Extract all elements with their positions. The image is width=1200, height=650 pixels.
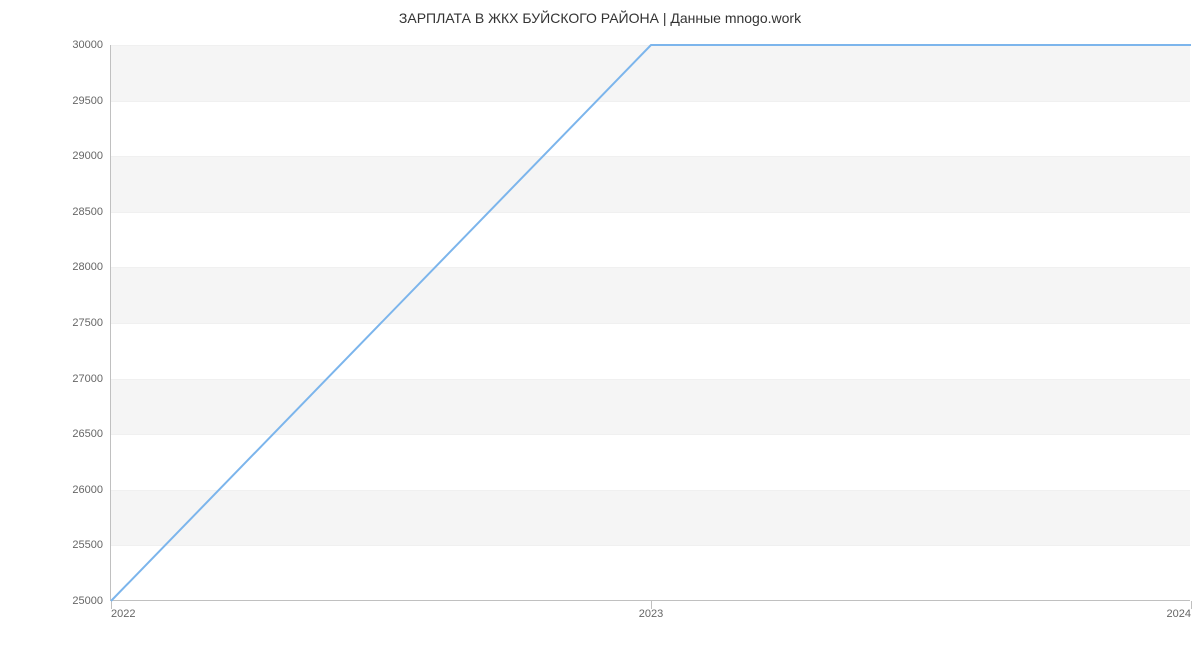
y-axis-label: 25000 — [72, 595, 103, 607]
y-axis-label: 29000 — [72, 150, 103, 162]
y-axis-label: 25500 — [72, 539, 103, 551]
x-axis-label: 2024 — [1167, 608, 1191, 620]
data-line — [111, 45, 1191, 601]
x-tick — [1191, 601, 1192, 609]
x-axis-label: 2023 — [639, 608, 663, 620]
y-axis-label: 27000 — [72, 373, 103, 385]
y-axis-label: 30000 — [72, 39, 103, 51]
y-axis-label: 29500 — [72, 95, 103, 107]
salary-chart: ЗАРПЛАТА В ЖКХ БУЙСКОГО РАЙОНА | Данные … — [0, 0, 1200, 650]
y-axis-label: 28000 — [72, 261, 103, 273]
y-axis-label: 26000 — [72, 484, 103, 496]
y-axis-label: 27500 — [72, 317, 103, 329]
plot-area: 2500025500260002650027000275002800028500… — [110, 45, 1190, 601]
chart-title: ЗАРПЛАТА В ЖКХ БУЙСКОГО РАЙОНА | Данные … — [0, 10, 1200, 26]
y-axis-label: 28500 — [72, 206, 103, 218]
y-axis-label: 26500 — [72, 428, 103, 440]
x-axis-label: 2022 — [111, 608, 135, 620]
line-series — [111, 45, 1191, 601]
